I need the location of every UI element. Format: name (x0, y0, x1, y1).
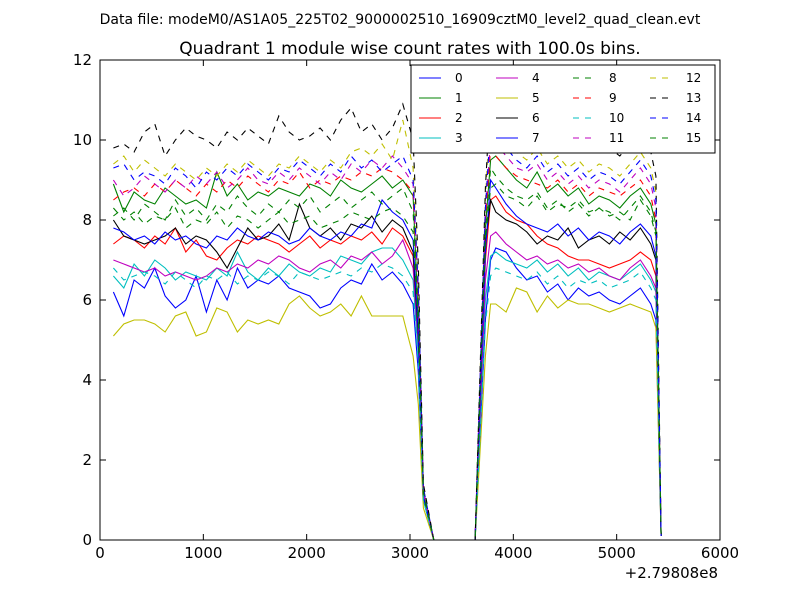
y-tick-label: 6 (82, 291, 92, 309)
legend-label-10: 10 (609, 111, 624, 125)
legend-label-2: 2 (455, 111, 463, 125)
legend-label-4: 4 (532, 71, 540, 85)
legend-label-15: 15 (686, 131, 701, 145)
series-line-8 (112, 183, 662, 540)
x-tick-label: 6000 (701, 544, 739, 562)
x-axis-offset-label: +2.79808e8 (625, 564, 718, 582)
series-line-12 (113, 99, 662, 540)
series-line-1 (112, 155, 662, 540)
y-tick-label: 12 (73, 51, 92, 69)
legend-label-7: 7 (532, 131, 540, 145)
series-line-15 (113, 166, 662, 540)
y-tick-label: 0 (82, 531, 92, 549)
legend-label-14: 14 (686, 111, 701, 125)
series-line-7 (113, 178, 662, 540)
legend-label-1: 1 (455, 91, 463, 105)
legend-label-13: 13 (686, 91, 701, 105)
y-tick-label: 10 (73, 131, 92, 149)
series-line-4 (113, 231, 662, 540)
series-line-9 (113, 146, 662, 540)
x-tick-label: 2000 (288, 544, 326, 562)
x-tick-label: 0 (95, 544, 105, 562)
legend-label-11: 11 (609, 131, 624, 145)
series-line-3 (112, 247, 662, 540)
legend-label-8: 8 (609, 71, 617, 85)
series-line-6 (112, 197, 662, 540)
legend-label-12: 12 (686, 71, 701, 85)
x-tick-label: 5000 (598, 544, 636, 562)
suptitle: Data file: modeM0/AS1A05_225T02_90000025… (100, 12, 701, 28)
series-line-0 (112, 247, 662, 540)
chart-title: Quadrant 1 module wise count rates with … (179, 39, 640, 59)
y-tick-label: 8 (82, 211, 92, 229)
legend-label-5: 5 (532, 91, 540, 105)
x-tick-label: 3000 (391, 544, 429, 562)
legend-label-3: 3 (455, 131, 463, 145)
series-line-5 (112, 287, 662, 540)
series-line-14 (113, 123, 662, 540)
legend-label-9: 9 (609, 91, 617, 105)
series-line-2 (113, 195, 662, 540)
x-tick-label: 1000 (184, 544, 222, 562)
legend-label-0: 0 (455, 71, 463, 85)
y-tick-label: 2 (82, 451, 92, 469)
series-line-10 (112, 263, 662, 540)
legend-label-6: 6 (532, 111, 540, 125)
plot-frame (99, 59, 721, 541)
y-tick-label: 4 (82, 371, 92, 389)
series-line-13 (113, 91, 662, 540)
series-layer (112, 91, 662, 540)
series-line-11 (112, 138, 662, 540)
x-tick-label: 4000 (494, 544, 532, 562)
